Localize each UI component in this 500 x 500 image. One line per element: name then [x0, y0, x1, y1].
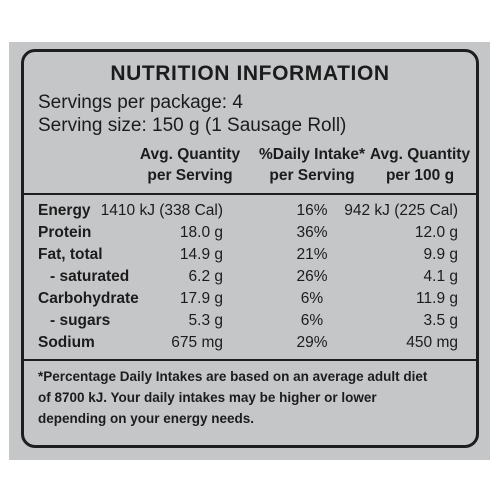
daily-intake-value: 6% [300, 290, 324, 307]
header-daily-intake: %Daily Intake* per Serving [259, 146, 365, 184]
per-serving-value: 14.9 g [179, 246, 223, 263]
serving-size: Serving size: 150 g (1 Sausage Roll) [38, 115, 347, 136]
daily-intake-value: 26% [296, 268, 328, 285]
table-row: Energy 1410 kJ (338 Cal) 16% 942 kJ (225 Ca… [24, 202, 476, 224]
daily-intake-value: 21% [296, 246, 328, 263]
header-divider [24, 193, 476, 195]
nutrient-label: Protein [38, 224, 92, 241]
per-serving-value: 5.3 g [188, 312, 223, 329]
header-avg-per-serving: Avg. Quantity per Serving [139, 146, 241, 184]
per-100g-value: 3.5 g [423, 312, 458, 329]
table-row: Carbohydrate 17.9 g 6% 11.9 g [24, 290, 476, 312]
per-serving-value: 675 mg [171, 334, 223, 351]
daily-intake-value: 16% [296, 202, 328, 219]
nutrition-panel: NUTRITION INFORMATION Servings per packa… [9, 42, 490, 460]
daily-intake-value: 6% [300, 312, 324, 329]
per-serving-value: 17.9 g [179, 290, 223, 307]
per-serving-value: 1410 kJ (338 Cal) [100, 202, 223, 219]
nutrient-label: Fat, total [38, 246, 103, 263]
per-100g-value: 4.1 g [423, 268, 458, 285]
per-100g-value: 450 mg [406, 334, 458, 351]
daily-intake-footnote: *Percentage Daily Intakes are based on a… [38, 369, 428, 426]
table-row: Sodium 675 mg 29% 450 mg [24, 334, 476, 356]
table-row: - saturated 6.2 g 26% 4.1 g [24, 268, 476, 290]
per-100g-value: 942 kJ (225 Cal) [344, 202, 458, 219]
nutrient-label: Carbohydrate [38, 290, 139, 307]
nutrient-label: - saturated [50, 268, 130, 285]
footnote-divider [24, 359, 476, 361]
daily-intake-value: 29% [296, 334, 328, 351]
nutrient-label: Energy [38, 202, 91, 219]
nutrition-table-frame: NUTRITION INFORMATION Servings per packa… [21, 49, 479, 448]
table-row: Fat, total 14.9 g 21% 9.9 g [24, 246, 476, 268]
nutrient-label: Sodium [38, 334, 95, 351]
table-row: Protein 18.0 g 36% 12.0 g [24, 224, 476, 246]
panel-title: NUTRITION INFORMATION [110, 62, 390, 85]
per-100g-value: 9.9 g [423, 246, 458, 263]
per-100g-value: 12.0 g [414, 224, 458, 241]
per-serving-value: 18.0 g [179, 224, 223, 241]
per-serving-value: 6.2 g [188, 268, 223, 285]
header-avg-per-100g: Avg. Quantity per 100 g [369, 146, 471, 184]
nutrient-label: - sugars [50, 312, 111, 329]
servings-per-package: Servings per package: 4 [38, 92, 243, 113]
table-row: - sugars 5.3 g 6% 3.5 g [24, 312, 476, 334]
daily-intake-value: 36% [296, 224, 328, 241]
per-100g-value: 11.9 g [416, 290, 458, 307]
